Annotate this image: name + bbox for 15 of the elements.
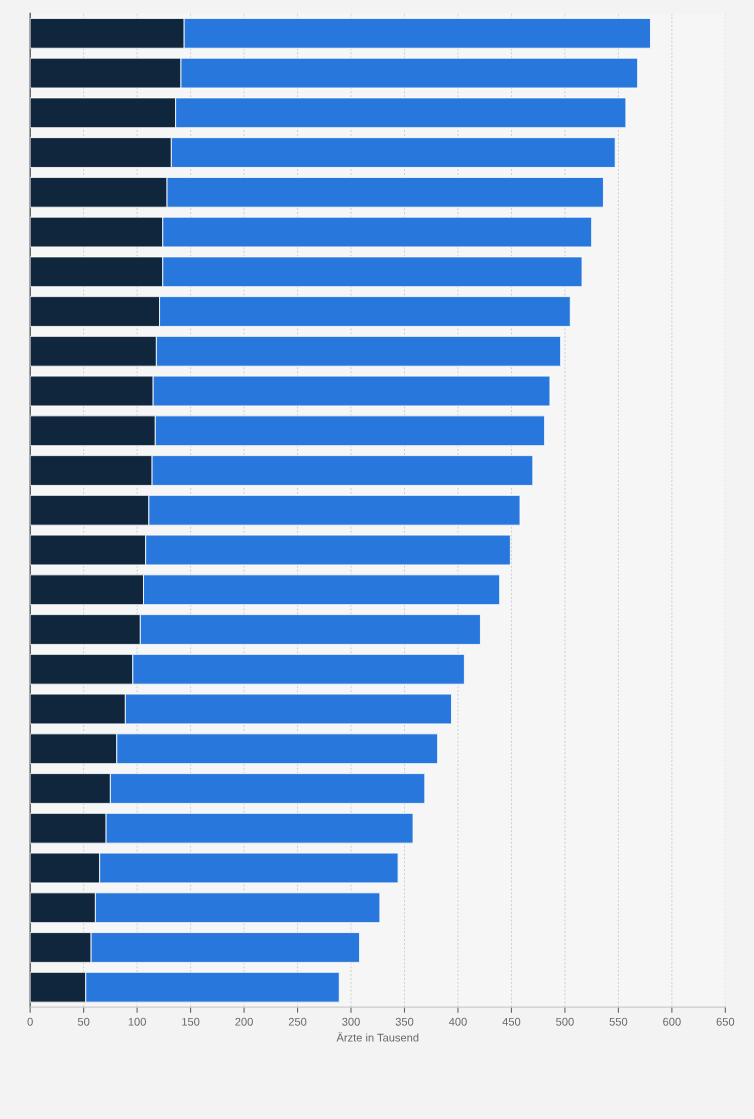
x-tick-label: 0 (27, 1017, 33, 1026)
x-tick-label: 100 (128, 1017, 146, 1026)
x-tick-label: 150 (182, 1017, 200, 1026)
x-tick-label: 500 (556, 1017, 574, 1026)
x-tick-label: 550 (609, 1017, 628, 1026)
x-tick-label: 650 (716, 1017, 735, 1026)
x-tick-label: 400 (448, 1017, 467, 1026)
x-axis-title: Ärzte in Tausend (336, 1032, 419, 1042)
x-tick-label: 350 (395, 1017, 414, 1026)
x-tick-label: 450 (502, 1017, 521, 1026)
x-tick-label: 600 (663, 1017, 681, 1026)
x-tick-label: 50 (77, 1017, 90, 1026)
x-tick-label: 300 (342, 1017, 360, 1026)
x-tick-label: 200 (235, 1017, 253, 1026)
x-tick-label: 250 (288, 1017, 307, 1026)
